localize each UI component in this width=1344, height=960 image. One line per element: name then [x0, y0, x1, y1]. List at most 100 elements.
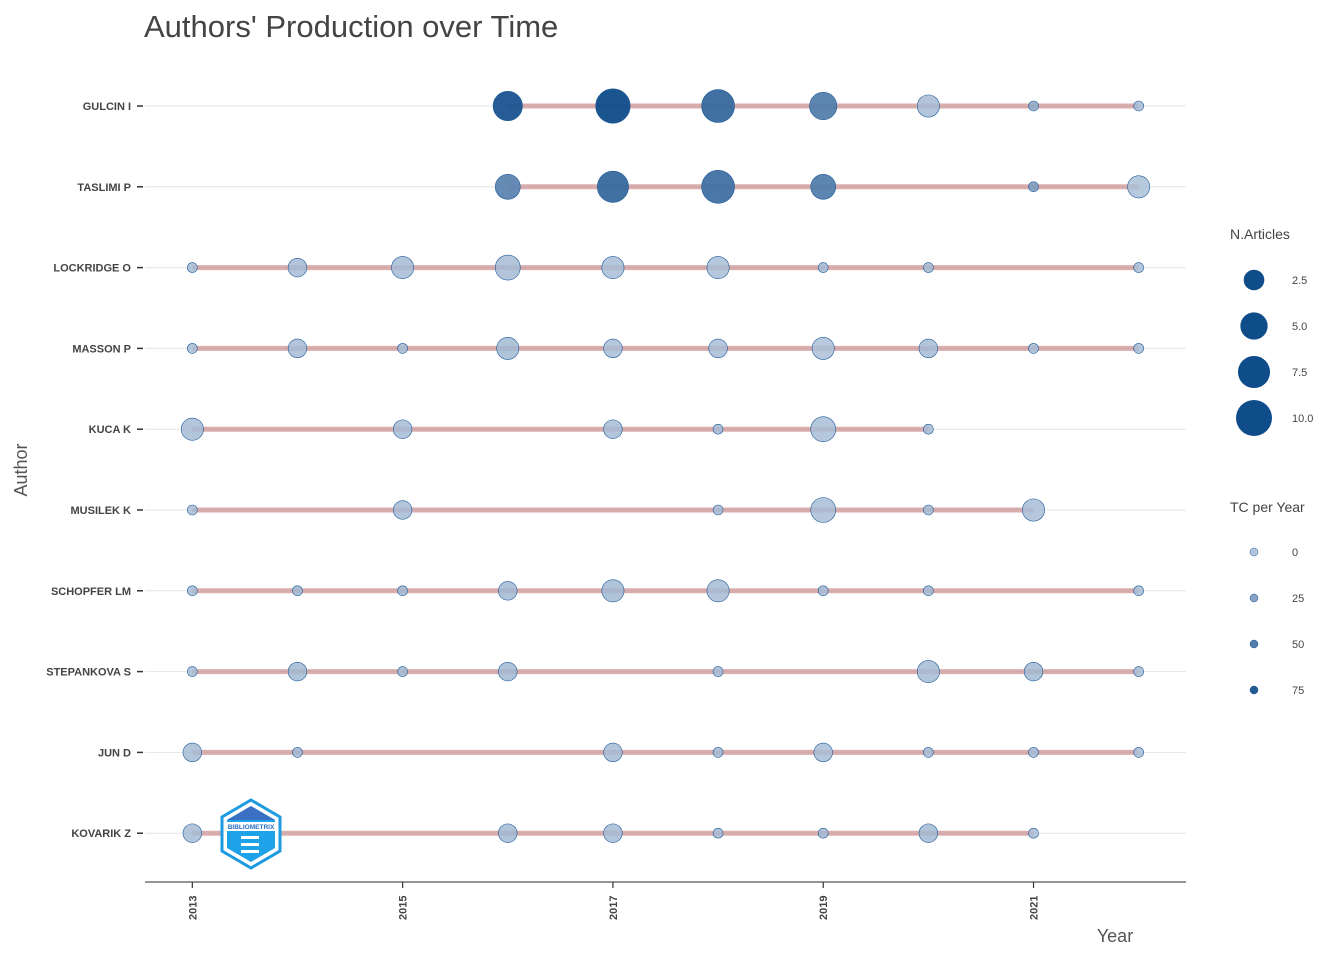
data-point	[601, 256, 625, 280]
y-tick-label: MASSON P	[72, 343, 131, 355]
bibliometrix-logo: BIBLIOMETRIX	[220, 798, 282, 870]
data-point	[1023, 661, 1044, 682]
legend-size-label: 2.5	[1292, 275, 1307, 287]
data-point	[603, 742, 623, 763]
data-point	[701, 89, 735, 123]
data-point	[182, 823, 202, 843]
data-point	[712, 747, 724, 758]
data-point	[597, 170, 629, 203]
legend-size-swatch	[1243, 269, 1265, 291]
data-point	[1028, 747, 1039, 758]
data-point	[923, 423, 934, 435]
x-tick-label: 2019	[818, 896, 830, 920]
data-point	[187, 504, 198, 516]
x-tick-label: 2015	[398, 896, 410, 920]
data-point	[187, 343, 198, 354]
data-point	[1022, 498, 1045, 522]
data-point	[1028, 100, 1039, 112]
data-point	[706, 256, 730, 280]
data-point	[392, 500, 413, 520]
y-tick-label: MUSILEK K	[71, 505, 132, 517]
data-point	[1127, 175, 1151, 199]
data-point	[1133, 747, 1144, 758]
legend-size-label: 7.5	[1292, 367, 1307, 379]
data-point	[187, 585, 198, 597]
data-point	[810, 497, 837, 523]
data-point	[1028, 343, 1039, 354]
legend-size-title: N.Articles	[1230, 226, 1290, 242]
data-point	[712, 504, 724, 516]
data-point	[603, 419, 623, 439]
data-point	[810, 416, 837, 443]
legend-color-swatch	[1249, 593, 1259, 603]
x-tick-label: 2013	[187, 896, 199, 920]
data-point	[292, 585, 303, 597]
data-point	[595, 88, 631, 124]
data-point	[811, 336, 835, 360]
data-point	[496, 336, 520, 360]
data-point	[1133, 343, 1144, 354]
data-point	[923, 585, 934, 597]
y-tick-label: JUN D	[98, 747, 131, 759]
data-point	[817, 262, 829, 273]
data-point	[603, 823, 623, 843]
data-point	[182, 742, 202, 763]
legend-color-swatch	[1249, 685, 1259, 695]
data-point	[916, 660, 940, 684]
data-point	[494, 173, 521, 200]
x-tick-label: 2021	[1029, 896, 1041, 920]
x-axis-label: Year	[1097, 926, 1133, 946]
data-point	[923, 747, 934, 758]
data-point	[918, 823, 939, 843]
data-point	[397, 666, 408, 677]
data-point	[712, 666, 724, 677]
data-point	[494, 254, 521, 281]
data-point	[287, 257, 308, 278]
data-point	[392, 419, 413, 439]
legend-size-label: 10.0	[1292, 413, 1313, 425]
data-point	[397, 343, 408, 354]
data-point	[187, 262, 198, 273]
data-point	[918, 338, 939, 359]
x-tick-label: 2017	[608, 896, 620, 920]
legend-size-label: 5.0	[1292, 321, 1307, 333]
legend-color-title: TC per Year	[1230, 499, 1305, 515]
data-point	[1133, 262, 1144, 273]
data-point	[498, 581, 518, 601]
legend-color-label: 0	[1292, 547, 1298, 559]
legend-color-swatch	[1249, 547, 1259, 557]
data-point	[1133, 585, 1144, 597]
data-point	[391, 256, 415, 280]
y-tick-label: GULCIN I	[83, 101, 131, 113]
data-point	[1133, 100, 1144, 112]
data-point	[397, 585, 408, 597]
data-point	[712, 827, 724, 839]
y-tick-label: LOCKRIDGE O	[53, 263, 131, 275]
data-point	[180, 417, 204, 441]
data-point	[498, 661, 518, 682]
data-point	[701, 170, 735, 204]
legend-color-swatch	[1249, 639, 1259, 649]
data-point	[603, 338, 623, 359]
data-point	[810, 173, 837, 200]
data-point	[287, 661, 308, 682]
data-point	[1133, 666, 1144, 677]
data-point	[287, 338, 308, 359]
data-point	[708, 338, 728, 359]
data-point	[492, 91, 523, 121]
data-point	[601, 579, 625, 603]
data-point	[1028, 181, 1039, 193]
data-point	[187, 666, 198, 677]
data-point	[916, 94, 940, 118]
data-point	[813, 742, 833, 763]
y-tick-label: STEPANKOVA S	[46, 667, 131, 679]
legend-size-swatch	[1236, 400, 1272, 436]
legend-size-swatch	[1240, 312, 1268, 340]
legend-color-label: 75	[1292, 685, 1304, 697]
y-tick-label: KOVARIK Z	[71, 828, 131, 840]
data-point	[817, 827, 829, 839]
legend-color-label: 25	[1292, 593, 1304, 605]
data-point	[809, 92, 838, 120]
